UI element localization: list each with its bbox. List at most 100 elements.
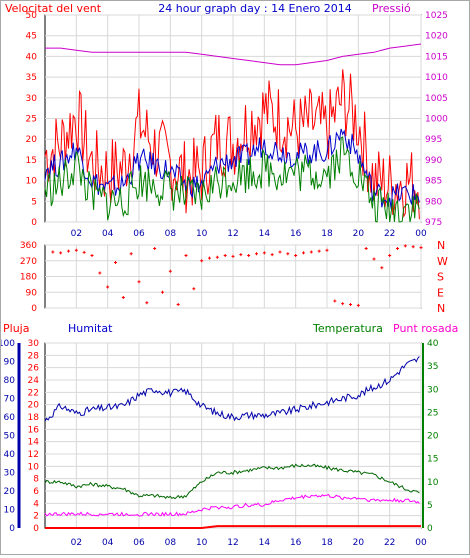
humitat-tick-label: 18 [28, 413, 40, 423]
compass-label: W [437, 255, 448, 268]
direction-point [192, 287, 196, 291]
direction-point [349, 303, 352, 306]
direction-point [356, 303, 360, 307]
x-tick-label: 16 [290, 229, 302, 239]
wind-axis-label: Velocitat del vent [5, 2, 102, 15]
direction-point [247, 254, 251, 257]
pluja-tick-label: 0 [9, 524, 15, 534]
direction-point [262, 251, 266, 255]
wind-tick-label: 20 [26, 135, 38, 145]
direction-point [176, 303, 180, 306]
direction-point [82, 250, 86, 254]
compass-label: S [437, 271, 444, 284]
temp-tick-label: 40 [427, 339, 439, 349]
x-tick-label: 08 [165, 538, 177, 548]
x-tick-label: 14 [259, 538, 271, 548]
x-tick-label: 22 [384, 538, 395, 548]
direction-point [286, 252, 290, 256]
humidity-temperature-panel: 0102030405060708090100024681012141618202… [0, 339, 439, 548]
humitat-tick-label: 6 [33, 487, 39, 497]
direction-point [309, 250, 313, 254]
direction-point [380, 266, 384, 270]
humitat-tick-label: 30 [28, 339, 40, 349]
x-tick-label: 12 [227, 229, 238, 239]
series-line [44, 463, 420, 500]
humitat-tick-label: 12 [28, 450, 39, 460]
direction-point [74, 248, 78, 252]
pluja-tick-label: 90 [4, 358, 16, 368]
x-tick-label: 20 [353, 538, 365, 548]
wind-tick-label: 40 [26, 52, 38, 62]
direction-point [255, 252, 258, 256]
temp-tick-label: 20 [427, 432, 439, 442]
direction-point [419, 246, 423, 250]
pressure-tick-label: 1025 [425, 11, 448, 21]
direction-point [153, 247, 157, 250]
direction-point [302, 251, 305, 255]
pluja-tick-label: 100 [1, 339, 15, 349]
temp-tick-label: 10 [427, 478, 439, 488]
humitat-tick-label: 14 [28, 438, 40, 448]
wind-tick-label: 15 [26, 156, 37, 166]
direction-point [403, 244, 407, 248]
temp-tick-label: 5 [427, 501, 433, 511]
pluja-tick-label: 40 [4, 450, 16, 460]
humitat-tick-label: 0 [33, 524, 39, 534]
direction-point [215, 255, 219, 259]
pressure-tick-label: 990 [425, 156, 442, 166]
x-tick-label: 08 [165, 229, 177, 239]
wind-tick-label: 5 [31, 197, 37, 207]
direction-point [231, 254, 235, 258]
pressure-tick-label: 985 [425, 177, 442, 187]
pluja-tick-label: 70 [4, 395, 16, 405]
series-line [45, 43, 422, 66]
direction-point [333, 299, 337, 303]
direction-point [317, 249, 321, 253]
temperatura-label: Temperatura [312, 322, 383, 335]
punt-rosada-label: Punt rosada [393, 322, 458, 335]
direction-point [411, 245, 415, 249]
humitat-tick-label: 20 [28, 401, 40, 411]
series-line [44, 136, 420, 223]
pressure-tick-label: 1010 [425, 73, 448, 83]
x-tick-label: 02 [71, 229, 82, 239]
series-line [44, 128, 420, 210]
humitat-tick-label: 2 [33, 512, 39, 522]
pressure-tick-label: 975 [425, 218, 442, 228]
direction-point [168, 269, 172, 273]
pressure-tick-label: 1015 [425, 52, 448, 62]
wind-tick-label: 10 [26, 177, 38, 187]
humitat-tick-label: 28 [28, 351, 40, 361]
x-tick-label: 14 [259, 229, 271, 239]
direction-point [129, 252, 133, 256]
direction-point [239, 253, 243, 257]
chart-title: 24 hour graph day : 14 Enero 2014 [158, 2, 352, 15]
x-tick-label: 10 [196, 229, 208, 239]
direction-point [396, 247, 399, 250]
direction-point [208, 256, 211, 260]
direction-point [59, 251, 63, 255]
wind-tick-label: 25 [26, 115, 37, 125]
pluja-tick-label: 20 [4, 487, 16, 497]
series-line [44, 493, 420, 517]
x-tick-label: 00 [415, 229, 427, 239]
compass-label: N [437, 239, 445, 252]
pluja-tick-label: 30 [4, 469, 16, 479]
humitat-tick-label: 10 [28, 462, 40, 472]
wind-tick-label: 0 [31, 218, 37, 228]
direction-point [278, 250, 282, 254]
direction-point [388, 254, 392, 257]
direction-point [106, 285, 110, 289]
wind-tick-label: 45 [26, 32, 37, 42]
pluja-label: Pluja [3, 322, 29, 335]
x-tick-label: 06 [133, 229, 145, 239]
pluja-tick-label: 80 [4, 376, 16, 386]
pluja-tick-label: 50 [4, 432, 16, 442]
x-tick-label: 10 [196, 538, 208, 548]
pressure-tick-label: 995 [425, 135, 442, 145]
x-tick-label: 12 [227, 538, 238, 548]
x-tick-label: 00 [415, 538, 427, 548]
pressure-tick-label: 980 [425, 197, 442, 207]
direction-point [341, 302, 345, 306]
